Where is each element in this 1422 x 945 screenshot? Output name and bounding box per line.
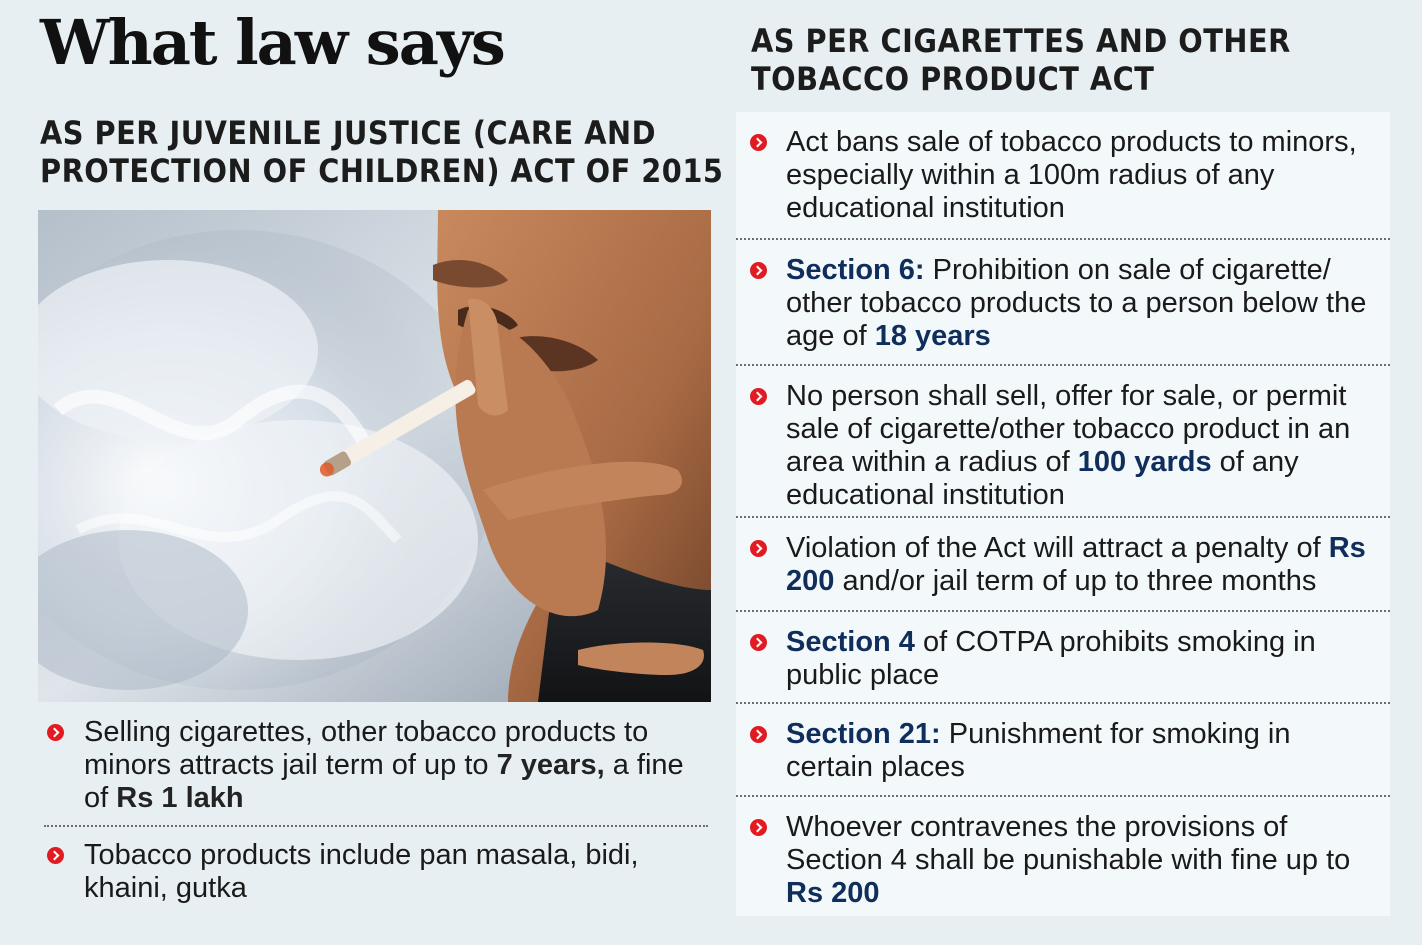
list-item: No person shall sell, offer for sale, or… <box>736 366 1390 518</box>
cotpa-list: Act bans sale of tobacco products to min… <box>736 112 1390 916</box>
list-item-text: Section 21: Punishment for smoking in ce… <box>786 718 1291 783</box>
list-item: Section 4 of COTPA prohibits smoking in … <box>736 612 1390 704</box>
list-item-text: Section 4 of COTPA prohibits smoking in … <box>786 626 1316 691</box>
bullet-arrow-icon <box>750 540 767 557</box>
list-item-text: No person shall sell, offer for sale, or… <box>786 380 1351 511</box>
list-item-text: Whoever contravenes the provisions of Se… <box>786 811 1351 909</box>
list-item-text: Act bans sale of tobacco products to min… <box>786 126 1357 224</box>
list-item: Selling cigarettes, other tobacco produc… <box>44 714 708 825</box>
right-subheading-line: TOBACCO PRODUCT ACT <box>751 60 1155 98</box>
list-item-text: Violation of the Act will attract a pena… <box>786 532 1366 597</box>
list-item-text: Tobacco products include pan masala, bid… <box>84 839 639 904</box>
right-subheading: AS PER CIGARETTES AND OTHER TOBACCO PROD… <box>751 22 1291 98</box>
bullet-arrow-icon <box>750 388 767 405</box>
bullet-arrow-icon <box>47 847 64 864</box>
list-item: Tobacco products include pan masala, bid… <box>44 825 708 915</box>
right-subheading-line: AS PER CIGARETTES AND OTHER <box>751 22 1291 60</box>
left-subheading: AS PER JUVENILE JUSTICE (CARE AND PROTEC… <box>40 114 723 190</box>
page-title: What law says <box>40 6 506 79</box>
bullet-arrow-icon <box>750 262 767 279</box>
bullet-arrow-icon <box>750 726 767 743</box>
bullet-arrow-icon <box>47 724 64 741</box>
photo-illustration <box>38 210 711 702</box>
list-item: Section 6: Prohibition on sale of cigare… <box>736 240 1390 366</box>
list-item: Act bans sale of tobacco products to min… <box>736 112 1390 240</box>
list-item-text: Selling cigarettes, other tobacco produc… <box>84 716 684 814</box>
list-item: Whoever contravenes the provisions of Se… <box>736 797 1390 916</box>
bullet-arrow-icon <box>750 134 767 151</box>
list-item: Section 21: Punishment for smoking in ce… <box>736 704 1390 797</box>
left-subheading-line: PROTECTION OF CHILDREN) ACT OF 2015 <box>40 152 724 190</box>
cotpa-panel: Act bans sale of tobacco products to min… <box>736 112 1390 916</box>
juvenile-justice-list: Selling cigarettes, other tobacco produc… <box>44 714 708 915</box>
smoking-man-photo <box>38 210 711 702</box>
list-item-text: Section 6: Prohibition on sale of cigare… <box>786 254 1367 352</box>
list-item: Violation of the Act will attract a pena… <box>736 518 1390 612</box>
bullet-arrow-icon <box>750 819 767 836</box>
left-subheading-line: AS PER JUVENILE JUSTICE (CARE AND <box>40 114 657 152</box>
bullet-arrow-icon <box>750 634 767 651</box>
